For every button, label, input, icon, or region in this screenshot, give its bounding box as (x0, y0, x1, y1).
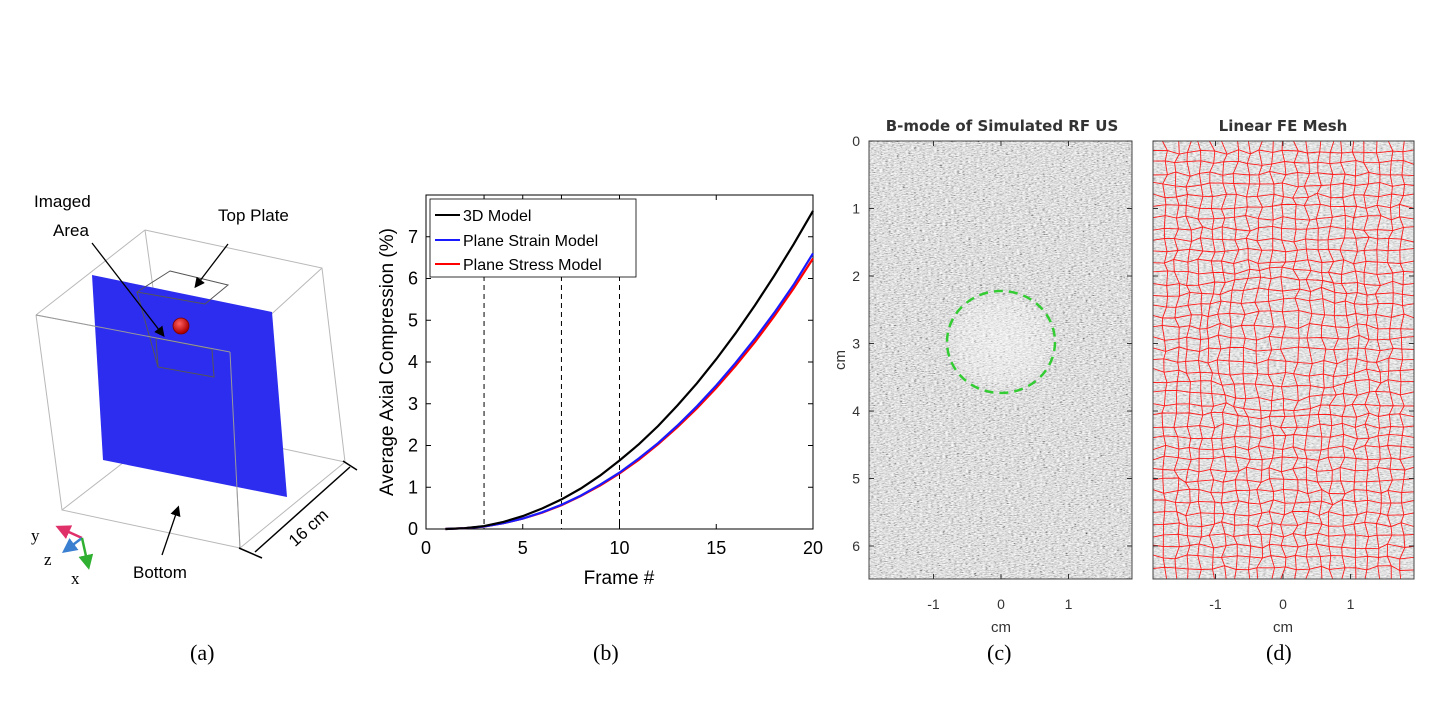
panel-d: Linear FE Mesh -1 0 1 cm (d) (1152, 117, 1415, 665)
top-plate-arrow (194, 243, 229, 289)
panel-d-xlabel: cm (1273, 619, 1293, 636)
x-axis-label: Frame # (584, 568, 655, 589)
panel-c-xlabel: cm (991, 619, 1011, 636)
series-line-plane-strain-model (445, 252, 814, 531)
panel-c-title: B-mode of Simulated RF US (886, 117, 1119, 135)
dimension-label: 16 cm (285, 505, 332, 550)
mesh-column-line (1363, 140, 1370, 580)
y-tick-label: 0 (408, 519, 418, 539)
imaged-area-arrow (91, 242, 165, 338)
mesh-column-line (1351, 140, 1360, 580)
bottom-arrow (161, 505, 181, 556)
d-x-tick-label: 1 (1347, 596, 1355, 612)
y-tick-label: 4 (408, 352, 418, 372)
c-x-tick-label: 1 (1065, 596, 1073, 612)
mesh-column-line (1206, 140, 1216, 580)
legend-entry-stress: Plane Stress Model (463, 257, 602, 274)
inclusion-boundary (945, 289, 1057, 395)
imaged-plane (92, 275, 287, 497)
c-y-tick-label: 2 (852, 268, 860, 284)
fe-mesh (1152, 140, 1415, 580)
inclusion-sphere (172, 317, 190, 335)
caption-d: (d) (1266, 640, 1292, 665)
mesh-column-line (1303, 140, 1313, 580)
panel-d-ticks: -1 0 1 (1153, 140, 1414, 612)
x-tick-label: 0 (421, 538, 431, 558)
mesh-column-line (1228, 140, 1240, 580)
panel-c-ylabel: cm (832, 350, 849, 370)
panel-d-title: Linear FE Mesh (1219, 117, 1348, 135)
y-tick-label: 7 (408, 227, 418, 247)
mesh-column-line (1386, 140, 1394, 580)
d-x-tick-label: 0 (1279, 596, 1287, 612)
mesh-background-image (1153, 141, 1414, 579)
mesh-column-line (1339, 140, 1350, 580)
x-tick-label: 5 (518, 538, 528, 558)
mesh-column-line (1185, 140, 1192, 580)
y-tick-label: 5 (408, 310, 418, 330)
x-tick-label: 20 (803, 538, 823, 558)
y-tick-label: 6 (408, 269, 418, 289)
mesh-column-line (1374, 140, 1382, 580)
x-tick-label: 10 (609, 538, 629, 558)
c-y-tick-label: 3 (852, 336, 860, 352)
mesh-column-line (1161, 140, 1169, 580)
imaged-area-label-1: Imaged (34, 192, 91, 211)
mesh-column-line (1267, 140, 1275, 580)
top-plate-label: Top Plate (218, 206, 289, 225)
x-tick-label: 15 (706, 538, 726, 558)
legend-entry-strain: Plane Strain Model (463, 233, 598, 250)
dimension-line (238, 460, 358, 559)
imaged-area-label-2: Area (53, 221, 89, 240)
mesh-column-line (1253, 140, 1263, 580)
panel-c: B-mode of Simulated RF US -1 0 1 0 1 2 3 4 5 6 cm… (832, 117, 1133, 665)
c-x-tick-label: 0 (997, 596, 1005, 612)
inclusion-bright-region (946, 291, 1056, 393)
mesh-column-line (1399, 140, 1406, 580)
c-y-tick-label: 5 (852, 471, 860, 487)
panel-c-ticks: -1 0 1 0 1 2 3 4 5 6 (852, 133, 1132, 612)
mesh-column-line (1327, 140, 1339, 580)
panel-b-chart: 0 5 10 15 20 0 1 2 3 4 5 6 7 3D Model Plane Strain M… (377, 194, 823, 665)
d-x-tick-label: -1 (1209, 596, 1222, 612)
legend: 3D Model Plane Strain Model Plane Stress… (429, 198, 637, 278)
mesh-column-line (1240, 140, 1252, 580)
mesh-column-line (1173, 140, 1180, 580)
c-y-tick-label: 1 (852, 201, 860, 217)
mesh-column-line (1216, 140, 1228, 580)
c-y-tick-label: 0 (852, 133, 860, 149)
mesh-column-line (1291, 140, 1301, 580)
panel-a: Imaged Area Top Plate Bottom 16 cm y z x… (31, 192, 358, 665)
y-tick-label: 2 (408, 436, 418, 456)
mesh-column-line (1197, 140, 1204, 580)
mesh-column-line (1315, 140, 1327, 580)
series-line-3d-model (445, 210, 814, 531)
y-tick-label: 1 (408, 477, 418, 497)
axis-z-label: z (44, 550, 52, 569)
c-x-tick-label: -1 (927, 596, 940, 612)
c-y-tick-label: 4 (852, 403, 860, 419)
y-tick-label: 3 (408, 394, 418, 414)
legend-entry-3d: 3D Model (463, 208, 531, 225)
axes-triad (55, 525, 94, 570)
caption-c: (c) (987, 640, 1011, 665)
caption-b: (b) (593, 640, 619, 665)
bottom-label: Bottom (133, 563, 187, 582)
caption-a: (a) (190, 640, 214, 665)
axis-y-label: y (31, 526, 40, 545)
y-axis-label: Average Axial Compression (%) (377, 228, 398, 496)
c-y-tick-label: 6 (852, 538, 860, 554)
axis-x-label: x (71, 569, 80, 588)
mesh-column-line (1280, 140, 1287, 580)
